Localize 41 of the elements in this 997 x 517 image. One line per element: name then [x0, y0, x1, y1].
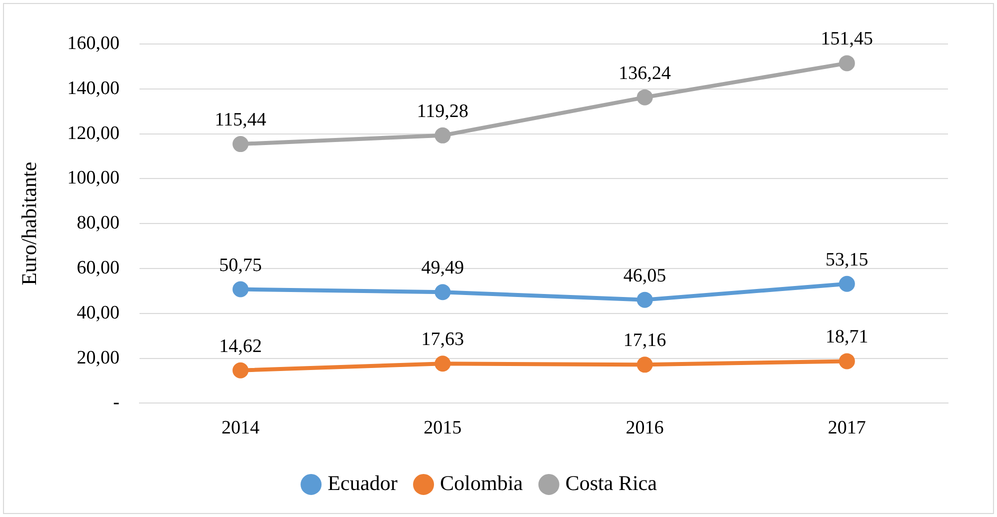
point: [636, 292, 653, 308]
point: [232, 136, 249, 152]
y-tick-label: 40,00: [76, 302, 120, 324]
point: [636, 356, 653, 373]
point: [232, 362, 249, 378]
point: [434, 356, 451, 372]
legend-label: Ecuador: [328, 471, 398, 496]
point: [838, 276, 855, 292]
data-label: 119,28: [416, 100, 468, 122]
y-tick-label: 60,00: [76, 257, 120, 278]
y-tick-label: 120,00: [67, 122, 120, 144]
y-tick-label: 140,00: [67, 78, 120, 99]
data-label: 14,62: [219, 336, 262, 357]
x-tick-label: 2017: [828, 418, 866, 439]
data-label: 46,05: [623, 265, 666, 286]
data-label: 136,24: [618, 62, 672, 84]
data-label: 151,45: [820, 28, 874, 50]
data-label: 115,44: [214, 110, 267, 131]
point: [838, 353, 855, 370]
data-label: 49,49: [421, 258, 464, 279]
data-label: 18,71: [826, 326, 868, 348]
y-tick-label: 80,00: [76, 212, 120, 234]
data-label: 17,16: [623, 330, 666, 352]
data-label: 17,63: [421, 329, 464, 350]
x-tick-label: 2016: [626, 418, 664, 439]
y-tick-label: 160,00: [67, 32, 120, 54]
data-label: 50,75: [219, 254, 262, 276]
point: [434, 127, 451, 144]
point: [636, 89, 653, 106]
point: [434, 284, 451, 300]
legend-label: Costa Rica: [565, 471, 658, 496]
y-axis-title: Euro/habitante: [17, 162, 42, 286]
x-tick-label: 2015: [424, 418, 462, 439]
legend-label: Colombia: [440, 471, 524, 496]
y-tick-label: 20,00: [76, 347, 120, 368]
point: [232, 281, 249, 298]
point: [838, 55, 855, 72]
data-label: 53,15: [826, 249, 868, 270]
x-tick-label: 2014: [222, 418, 260, 439]
y-tick-label: -: [113, 392, 120, 414]
y-tick-label: 100,00: [67, 168, 120, 189]
